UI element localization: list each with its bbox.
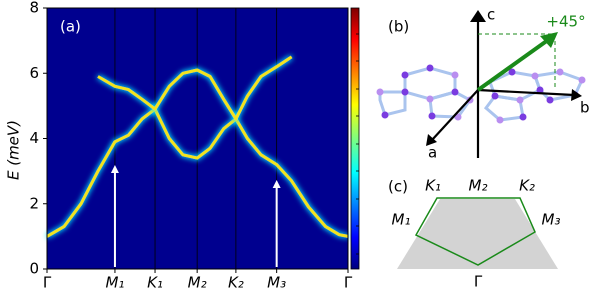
y-tick-label: 6 xyxy=(29,64,39,82)
panel-label: (b) xyxy=(388,18,409,36)
point-label: M₁ xyxy=(392,211,411,229)
x-tick-label: K₂ xyxy=(228,274,244,292)
x-tick-label: Γ xyxy=(344,274,353,292)
band-line xyxy=(97,55,293,121)
panel-label: (a) xyxy=(60,18,81,36)
zone xyxy=(397,199,558,269)
y-tick-label: 8 xyxy=(29,0,39,17)
x-tick-label: M₂ xyxy=(188,274,207,292)
y-tick-label: 0 xyxy=(29,260,39,278)
point-label: K₁ xyxy=(425,177,441,195)
point-label: M₃ xyxy=(542,211,561,229)
x-tick-label: M₃ xyxy=(267,274,286,292)
axis-label: b xyxy=(580,99,590,117)
arrowhead xyxy=(540,32,558,48)
point-label: M₂ xyxy=(469,177,488,195)
colorbar xyxy=(350,7,360,270)
band-line xyxy=(46,107,349,238)
point-label: K₂ xyxy=(519,177,535,195)
y-tick-label: 4 xyxy=(29,129,39,147)
colorbar-ticks xyxy=(356,33,359,255)
arrow-label: +45° xyxy=(546,13,585,31)
x-tick-label: K₁ xyxy=(147,274,163,292)
arrowhead xyxy=(470,10,486,22)
brillouin-zone xyxy=(414,197,536,266)
panel-label: (c) xyxy=(388,178,408,196)
arrowhead xyxy=(426,134,437,146)
x-tick-label: M₁ xyxy=(105,274,124,292)
annotation-arrowhead xyxy=(110,165,119,173)
axis-label: a xyxy=(428,144,437,162)
point-label: Γ xyxy=(474,273,483,291)
x-tick-label: Γ xyxy=(43,274,52,292)
arrowhead xyxy=(571,89,582,101)
axis-label: c xyxy=(487,6,495,24)
axes-3d xyxy=(431,18,575,158)
y-tick-label: 2 xyxy=(29,194,39,212)
arrow-45 xyxy=(476,38,550,92)
annotation-arrowhead xyxy=(272,180,281,188)
panel-b: (b) c b a +45° xyxy=(376,6,590,162)
plot-frame xyxy=(46,7,349,270)
y-axis-label: E (meV) xyxy=(5,120,23,180)
panel-c: (c) K₁ M₂ K₂ M₁ M₃ Γ xyxy=(388,177,560,291)
